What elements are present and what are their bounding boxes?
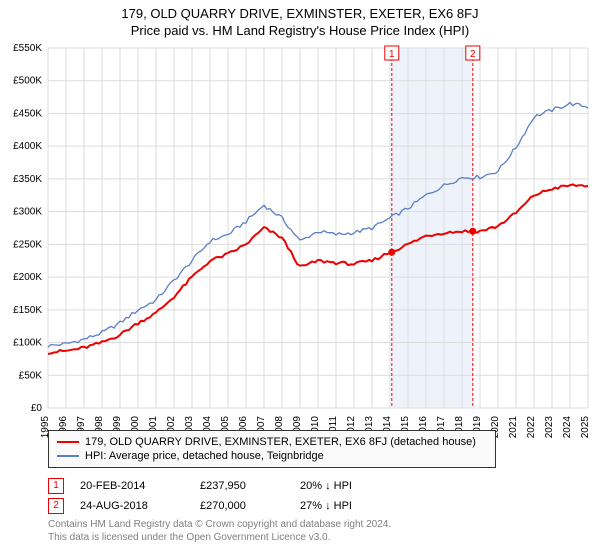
sales-table: 1 20-FEB-2014 £237,950 20% ↓ HPI 2 24-AU… xyxy=(48,476,400,516)
sale-price: £237,950 xyxy=(200,480,300,492)
svg-text:£250K: £250K xyxy=(13,239,42,250)
license-notice: Contains HM Land Registry data © Crown c… xyxy=(48,518,391,544)
svg-text:£300K: £300K xyxy=(13,207,42,218)
legend-item-hpi: HPI: Average price, detached house, Teig… xyxy=(57,449,487,463)
legend-label: 179, OLD QUARRY DRIVE, EXMINSTER, EXETER… xyxy=(85,436,476,448)
svg-text:2: 2 xyxy=(470,49,476,60)
sale-date: 24-AUG-2018 xyxy=(80,500,200,512)
svg-text:2025: 2025 xyxy=(580,416,591,439)
legend-item-price-paid: 179, OLD QUARRY DRIVE, EXMINSTER, EXETER… xyxy=(57,435,487,449)
svg-text:2023: 2023 xyxy=(544,416,555,439)
svg-text:£500K: £500K xyxy=(13,76,42,87)
legend-swatch xyxy=(57,441,79,443)
svg-text:2024: 2024 xyxy=(562,416,573,439)
svg-text:£150K: £150K xyxy=(13,305,42,316)
svg-text:2021: 2021 xyxy=(508,416,519,439)
legend-swatch xyxy=(57,455,79,456)
svg-text:2022: 2022 xyxy=(526,416,537,439)
legend: 179, OLD QUARRY DRIVE, EXMINSTER, EXETER… xyxy=(48,430,496,468)
svg-text:£0: £0 xyxy=(31,403,43,414)
page-title-address: 179, OLD QUARRY DRIVE, EXMINSTER, EXETER… xyxy=(0,0,600,21)
page-subtitle: Price paid vs. HM Land Registry's House … xyxy=(0,21,600,38)
sale-row: 2 24-AUG-2018 £270,000 27% ↓ HPI xyxy=(48,496,400,516)
sale-hpi-diff: 20% ↓ HPI xyxy=(300,480,400,492)
svg-text:£200K: £200K xyxy=(13,272,42,283)
license-line: Contains HM Land Registry data © Crown c… xyxy=(48,518,391,531)
svg-text:£50K: £50K xyxy=(19,370,43,381)
legend-label: HPI: Average price, detached house, Teig… xyxy=(85,450,324,462)
sale-hpi-diff: 27% ↓ HPI xyxy=(300,500,400,512)
svg-text:£100K: £100K xyxy=(13,338,42,349)
svg-text:£400K: £400K xyxy=(13,141,42,152)
price-chart: £0£50K£100K£150K£200K£250K£300K£350K£400… xyxy=(48,48,588,408)
license-line: This data is licensed under the Open Gov… xyxy=(48,531,391,544)
sale-marker-icon: 1 xyxy=(48,478,64,494)
svg-text:£350K: £350K xyxy=(13,174,42,185)
svg-text:£550K: £550K xyxy=(13,43,42,54)
sale-date: 20-FEB-2014 xyxy=(80,480,200,492)
svg-text:1: 1 xyxy=(389,49,395,60)
sale-marker-icon: 2 xyxy=(48,498,64,514)
sale-row: 1 20-FEB-2014 £237,950 20% ↓ HPI xyxy=(48,476,400,496)
sale-price: £270,000 xyxy=(200,500,300,512)
svg-text:£450K: £450K xyxy=(13,108,42,119)
